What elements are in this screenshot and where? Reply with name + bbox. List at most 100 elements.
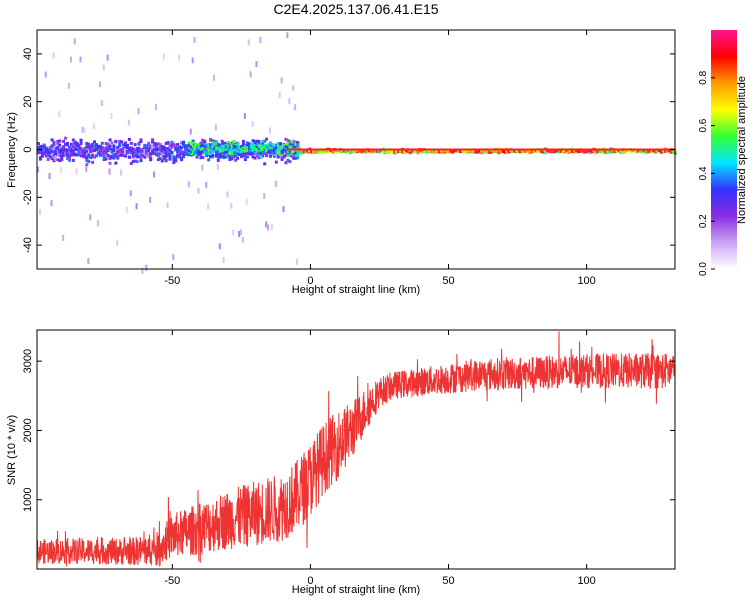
spectrogram-cell bbox=[164, 154, 168, 158]
spectrogram-cell bbox=[52, 150, 56, 154]
spectrogram-cell bbox=[38, 146, 42, 150]
spectrogram-cell bbox=[236, 156, 240, 160]
snr-y-ticks: 1000 2000 3000 bbox=[22, 349, 675, 512]
spectrogram-cell bbox=[495, 149, 499, 153]
spectrogram-cell bbox=[66, 156, 69, 160]
spectrogram-cell bbox=[110, 154, 114, 158]
spectrogram-cell bbox=[222, 256, 225, 263]
spectrogram-cell bbox=[486, 150, 490, 154]
spectrogram-cell bbox=[530, 150, 534, 154]
spectrogram-cell bbox=[110, 141, 114, 145]
spectrogram-cell bbox=[71, 145, 75, 149]
spectrogram-cell bbox=[594, 149, 598, 153]
spectrogram-cell bbox=[133, 153, 137, 157]
spectrogram-cell bbox=[278, 149, 282, 153]
spectrogram-cell bbox=[188, 142, 192, 146]
spectrogram-cell bbox=[660, 150, 664, 154]
spectrogram-cell bbox=[236, 152, 240, 156]
spectrogram-cell bbox=[79, 142, 83, 146]
spectrogram-cell bbox=[216, 163, 219, 170]
spectrogram-cell bbox=[85, 142, 89, 146]
spectrogram-cell bbox=[135, 147, 139, 151]
spectrogram-cell bbox=[166, 153, 170, 157]
spectrogram-cell bbox=[263, 150, 267, 154]
spectrogram-cell bbox=[205, 154, 209, 158]
spectrogram-cell bbox=[193, 146, 197, 150]
spectrogram-cell bbox=[278, 145, 282, 149]
spectrogram-cell bbox=[153, 171, 155, 178]
spectrogram-cell bbox=[203, 142, 207, 146]
spectrogram-cell bbox=[402, 149, 406, 153]
spectrogram-cell bbox=[207, 148, 211, 152]
spectrogram-cell bbox=[298, 151, 302, 155]
spectrogram-cell bbox=[433, 150, 437, 154]
spectrogram-cell bbox=[286, 150, 290, 154]
spectrogram-cell bbox=[503, 150, 507, 154]
spectrogram-cell bbox=[555, 149, 559, 153]
spectrogram-cell bbox=[226, 191, 229, 198]
spectrogram-cell bbox=[265, 149, 269, 153]
spectrogram-cell bbox=[197, 151, 201, 155]
spectrogram-cell bbox=[91, 153, 95, 157]
spectrogram-cell bbox=[71, 138, 75, 142]
spectrogram-cell bbox=[62, 154, 66, 158]
spectrogram-cell bbox=[122, 143, 126, 147]
spectrogram-cell bbox=[211, 148, 215, 152]
spectrogram-cell bbox=[129, 151, 133, 155]
spectrogram-cell bbox=[623, 150, 627, 154]
spectrogram-cell bbox=[98, 81, 101, 88]
spectrogram-cell bbox=[154, 103, 157, 110]
spectrogram-cell bbox=[220, 147, 224, 151]
spectrogram-cell bbox=[518, 150, 522, 154]
snr-x-label: Height of straight line (km) bbox=[292, 584, 420, 596]
x-tick-label: 0 bbox=[307, 275, 313, 287]
spectrogram-cell bbox=[259, 144, 263, 148]
spectrogram-cell bbox=[79, 154, 83, 158]
y-tick-label: 0 bbox=[22, 146, 34, 152]
spectrogram-cell bbox=[154, 144, 158, 148]
spectrogram-cell bbox=[83, 151, 87, 155]
spectrogram-cell bbox=[263, 139, 267, 143]
spectrogram-cell bbox=[636, 149, 640, 153]
spectrogram-cell bbox=[108, 161, 112, 165]
spectrogram-cell bbox=[85, 158, 89, 162]
spectrogram-cell bbox=[290, 152, 294, 156]
spectrogram-cell bbox=[108, 155, 112, 159]
spectrogram-cell bbox=[246, 151, 250, 155]
spectrogram-cell bbox=[317, 150, 321, 154]
spectrogram-cell bbox=[151, 143, 154, 150]
spectrogram-cell bbox=[54, 155, 57, 162]
spectrogram-cell bbox=[118, 144, 122, 148]
spectrogram-cell bbox=[124, 148, 126, 155]
spectrogram-cell bbox=[56, 158, 60, 162]
spectrogram-cell bbox=[215, 149, 219, 153]
spectrogram-cell bbox=[178, 54, 181, 61]
spectrogram-cell bbox=[222, 156, 226, 160]
spectrogram-cell bbox=[207, 152, 211, 156]
spectrogram-cell bbox=[71, 142, 75, 146]
spectrogram-cell bbox=[133, 159, 137, 163]
spectrogram-cell bbox=[257, 156, 261, 160]
spectrogram-cell bbox=[242, 149, 246, 153]
spectrogram-cell bbox=[145, 152, 149, 156]
spectrogram-cell bbox=[571, 150, 575, 154]
spectrogram-cell bbox=[191, 150, 195, 154]
spectrogram-cell bbox=[209, 150, 213, 154]
spectrogram-cell bbox=[42, 148, 46, 152]
spectrogram-cell bbox=[314, 149, 318, 153]
spectrogram-cell bbox=[203, 152, 207, 156]
spectrogram-cell bbox=[64, 152, 68, 156]
spectrogram-cell bbox=[261, 148, 265, 152]
spectrogram-cell bbox=[211, 139, 214, 143]
spectrogram-cell bbox=[197, 187, 200, 194]
spectrogram-cell bbox=[243, 158, 247, 162]
spectrogram-cell bbox=[205, 148, 209, 152]
y-tick-label: 40 bbox=[22, 48, 34, 60]
spectrogram-cell bbox=[79, 151, 83, 155]
spectrogram-cell bbox=[284, 161, 288, 165]
spectrogram-cell bbox=[108, 144, 112, 148]
spectrogram-cell bbox=[127, 119, 130, 126]
spectrogram-cell bbox=[114, 139, 118, 143]
spectrogram-cell bbox=[224, 151, 228, 155]
